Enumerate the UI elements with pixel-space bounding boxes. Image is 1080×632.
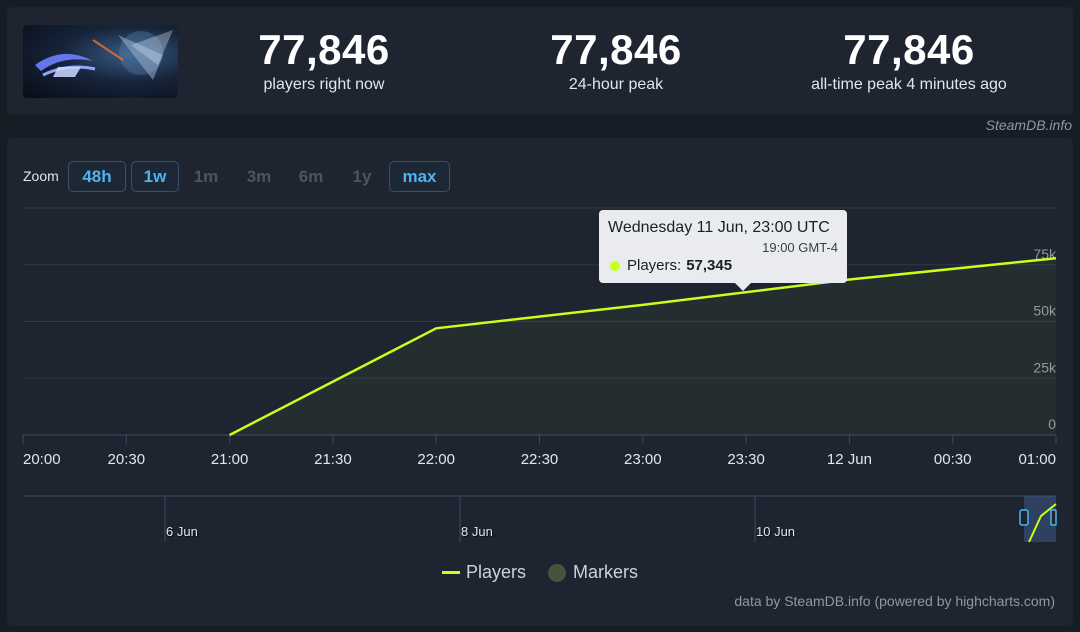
zoom-6m-button[interactable]: 6m bbox=[298, 166, 324, 186]
y-tick-label: 25k bbox=[1033, 359, 1057, 375]
x-tick-label: 22:00 bbox=[417, 451, 455, 468]
stat-24h-peak: 77,846 24-hour peak bbox=[466, 27, 766, 94]
navigator-handle-left[interactable] bbox=[1019, 509, 1029, 526]
navigator-series-line bbox=[1028, 503, 1057, 543]
game-logo[interactable] bbox=[23, 25, 178, 98]
tooltip-local-time: 19:00 GMT-4 bbox=[762, 240, 838, 255]
x-tick-label: 21:30 bbox=[314, 451, 352, 468]
legend-players-line-icon bbox=[441, 571, 460, 574]
navigator-label-shadow: 6 Jun bbox=[167, 525, 199, 540]
current-players-label: players right now bbox=[263, 76, 385, 93]
tooltip-value: 57,345 bbox=[686, 257, 733, 274]
all-time-peak-label: all-time peak 4 minutes ago bbox=[811, 76, 1007, 93]
zoom-48h-button[interactable]: 48h bbox=[68, 161, 126, 192]
players-area bbox=[229, 258, 1057, 435]
x-tick-label: 20:00 bbox=[23, 451, 61, 468]
x-tick-label: 12 Jun bbox=[827, 451, 872, 468]
legend-players[interactable]: Players bbox=[441, 562, 526, 583]
zoom-label: Zoom bbox=[23, 168, 59, 184]
stat-all-time-peak: 77,846 all-time peak 4 minutes ago bbox=[759, 27, 1059, 94]
legend-players-label: Players bbox=[465, 562, 526, 582]
credit-bottom[interactable]: data by SteamDB.info (powered by highcha… bbox=[734, 593, 1055, 609]
current-players-value: 77,846 bbox=[258, 26, 390, 73]
x-tick-label: 23:30 bbox=[727, 451, 765, 468]
stat-current: 77,846 players right now bbox=[174, 27, 474, 94]
y-tick-label: 50k bbox=[1033, 303, 1057, 319]
zoom-3m-button[interactable]: 3m bbox=[246, 166, 272, 186]
zoom-1w-button[interactable]: 1w bbox=[131, 161, 179, 192]
legend-markers[interactable]: Markers bbox=[548, 562, 638, 583]
tooltip-series-dot bbox=[610, 260, 620, 271]
tooltip-series-row: Players: 57,345 bbox=[610, 257, 732, 274]
navigator-label: 8 Jun bbox=[461, 524, 493, 539]
navigator-label: 6 Jun bbox=[166, 524, 198, 539]
chart-panel: Zoom 48h 1w 1m 3m 6m 1y max 0 25k 50k 75k 20… bbox=[7, 138, 1073, 626]
peak-24h-label: 24-hour peak bbox=[568, 76, 664, 93]
x-tick-label: 23:00 bbox=[624, 451, 662, 468]
all-time-peak-value: 77,846 bbox=[843, 26, 975, 73]
chart-tooltip: Wednesday 11 Jun, 23:00 UTC 19:00 GMT-4 … bbox=[599, 210, 847, 291]
chart-legend: Players Markers bbox=[7, 562, 1073, 583]
zoom-1m-button[interactable]: 1m bbox=[193, 166, 219, 186]
navigator-handle-right[interactable] bbox=[1050, 509, 1057, 526]
legend-markers-label: Markers bbox=[573, 562, 639, 582]
navigator-label-shadow: 8 Jun bbox=[462, 525, 494, 540]
tooltip-series-name: Players: bbox=[627, 257, 682, 274]
x-tick-label: 00:30 bbox=[934, 451, 972, 468]
y-tick-label: 0 bbox=[1048, 416, 1056, 432]
stats-bar: 77,846 players right now 77,846 24-hour … bbox=[7, 7, 1073, 115]
x-tick-label: 21:00 bbox=[211, 451, 249, 468]
zoom-1y-button[interactable]: 1y bbox=[352, 166, 372, 186]
navigator-label: 10 Jun bbox=[756, 524, 795, 539]
navigator-label-shadow: 10 Jun bbox=[757, 525, 796, 540]
x-tick-label: 20:30 bbox=[108, 451, 146, 468]
peak-24h-value: 77,846 bbox=[550, 26, 682, 73]
legend-markers-dot-icon bbox=[548, 563, 566, 582]
x-tick-label: 01:00 bbox=[1018, 451, 1056, 468]
credit-top[interactable]: SteamDB.info bbox=[985, 117, 1072, 133]
game-logo-art bbox=[35, 30, 173, 80]
tooltip-date: Wednesday 11 Jun, 23:00 UTC bbox=[608, 219, 830, 236]
zoom-max-button[interactable]: max bbox=[389, 161, 450, 192]
x-tick-label: 22:30 bbox=[521, 451, 559, 468]
